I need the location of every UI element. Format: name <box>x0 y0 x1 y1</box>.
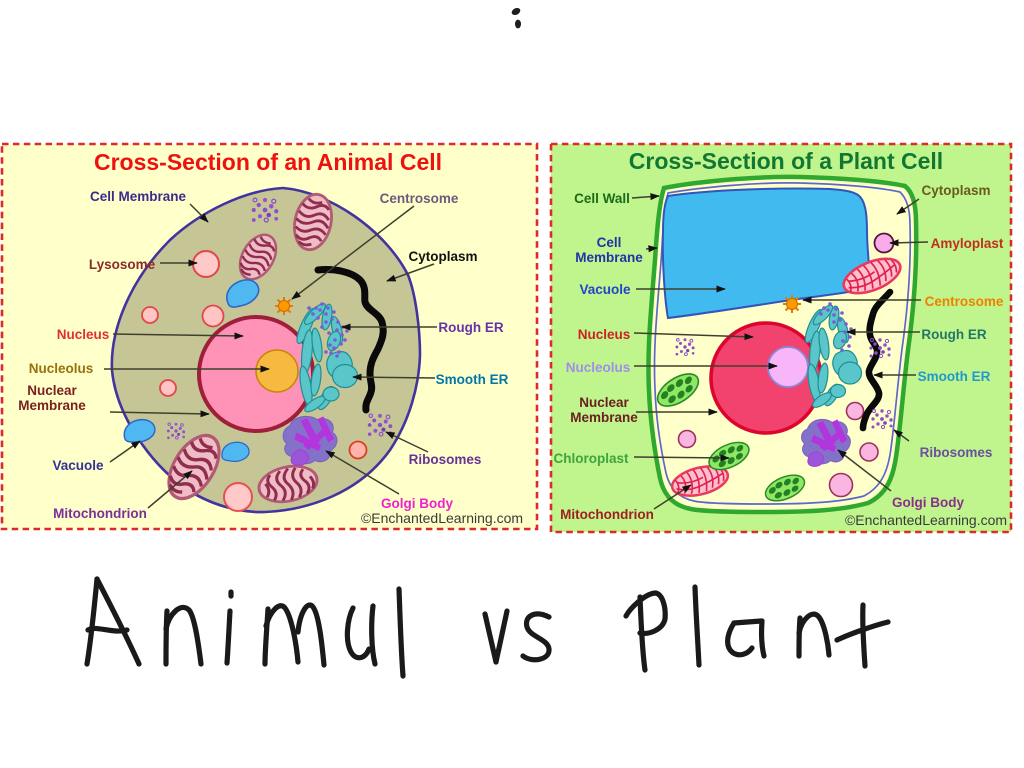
svg-text:Mitochondrion: Mitochondrion <box>53 506 147 521</box>
svg-text:Cell Membrane: Cell Membrane <box>90 189 187 204</box>
svg-text:Nucleus: Nucleus <box>578 327 631 342</box>
svg-text:Cross-Section of an Animal Cel: Cross-Section of an Animal Cell <box>94 149 442 175</box>
svg-text:©EnchantedLearning.com: ©EnchantedLearning.com <box>845 512 1007 528</box>
svg-text:Vacuole: Vacuole <box>579 282 631 297</box>
svg-text:Cytoplasm: Cytoplasm <box>408 249 477 264</box>
svg-text:Cross-Section of a Plant Cell: Cross-Section of a Plant Cell <box>629 148 943 174</box>
svg-text:Mitochondrion: Mitochondrion <box>560 507 654 522</box>
svg-text:©EnchantedLearning.com: ©EnchantedLearning.com <box>361 510 523 526</box>
svg-text:Vacuole: Vacuole <box>52 458 104 473</box>
svg-text:Smooth ER: Smooth ER <box>436 372 509 387</box>
svg-text:Smooth ER: Smooth ER <box>918 369 991 384</box>
svg-text:Membrane: Membrane <box>18 398 86 413</box>
svg-text:Nucleolus: Nucleolus <box>566 360 631 375</box>
svg-text:Rough ER: Rough ER <box>921 327 986 342</box>
svg-text:Nucleus: Nucleus <box>57 327 110 342</box>
svg-text:Cell Wall: Cell Wall <box>574 191 630 206</box>
svg-text:Cytoplasm: Cytoplasm <box>921 183 990 198</box>
svg-text:Golgi Body: Golgi Body <box>892 495 964 510</box>
svg-text:Amyloplast: Amyloplast <box>931 236 1004 251</box>
svg-text:Rough ER: Rough ER <box>438 320 503 335</box>
svg-text:Chloroplast: Chloroplast <box>553 451 629 466</box>
svg-text:Ribosomes: Ribosomes <box>409 452 482 467</box>
svg-text:Cell: Cell <box>597 235 622 250</box>
svg-text:Golgi Body: Golgi Body <box>381 496 453 511</box>
svg-text:Membrane: Membrane <box>570 410 638 425</box>
svg-text:Lysosome: Lysosome <box>89 257 156 272</box>
svg-text:Ribosomes: Ribosomes <box>920 445 993 460</box>
svg-text:Centrosome: Centrosome <box>380 191 459 206</box>
svg-text:Membrane: Membrane <box>575 250 643 265</box>
svg-text:Nuclear: Nuclear <box>27 383 77 398</box>
svg-text:Nuclear: Nuclear <box>579 395 629 410</box>
svg-text:Nucleolus: Nucleolus <box>29 361 94 376</box>
svg-text:Centrosome: Centrosome <box>925 294 1004 309</box>
